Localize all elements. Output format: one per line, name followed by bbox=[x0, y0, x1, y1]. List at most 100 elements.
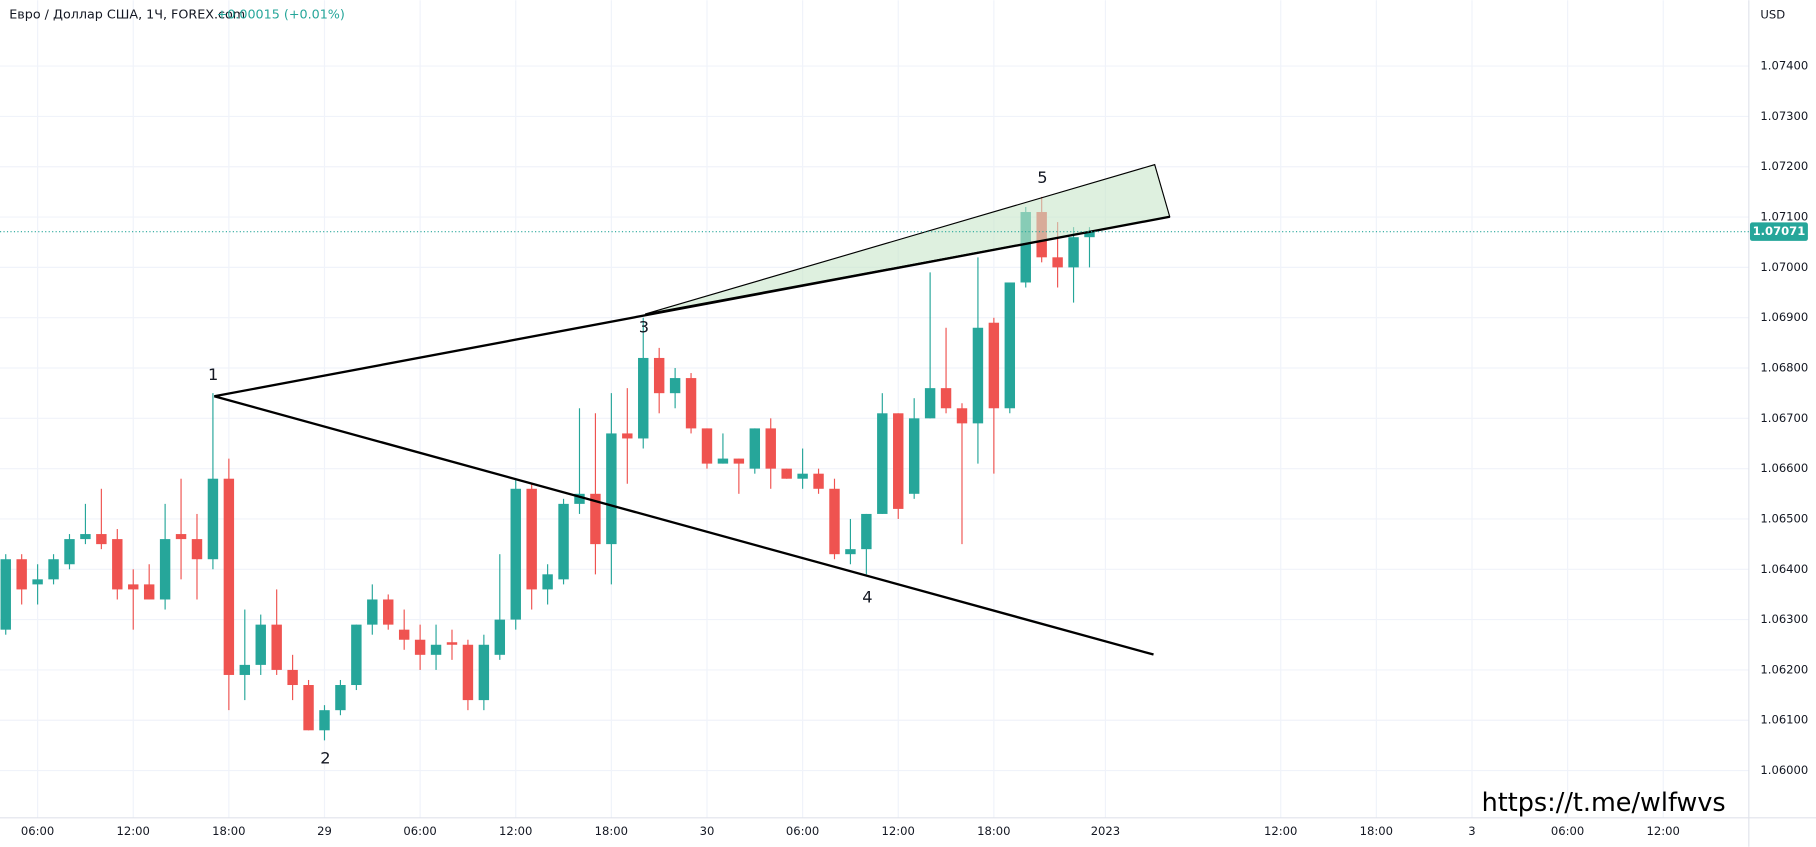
candle-body bbox=[191, 539, 203, 560]
y-tick-label: 1.06800 bbox=[1760, 361, 1808, 375]
y-tick-label: 1.06900 bbox=[1760, 310, 1808, 324]
candle-body bbox=[303, 685, 314, 731]
candle-body bbox=[845, 549, 856, 555]
candle-body bbox=[749, 428, 761, 469]
x-tick-label: 29 bbox=[317, 824, 332, 838]
candle-body bbox=[239, 664, 251, 675]
candle-body bbox=[414, 639, 426, 655]
candle-body bbox=[972, 327, 984, 424]
candle-body bbox=[462, 644, 474, 701]
y-tick-label: 1.07300 bbox=[1760, 109, 1808, 123]
x-tick-label: 3 bbox=[1468, 824, 1475, 838]
last-price-label: 1.07071 bbox=[1753, 224, 1806, 238]
x-tick-label: 12:00 bbox=[499, 824, 532, 838]
candle-body bbox=[143, 584, 155, 600]
candle-body bbox=[223, 478, 235, 675]
candle-body bbox=[383, 599, 394, 625]
candle-body bbox=[829, 488, 840, 555]
wave-label: 5 bbox=[1037, 168, 1047, 187]
candle-body bbox=[255, 624, 266, 665]
x-tick-label: 12:00 bbox=[117, 824, 150, 838]
candle-body bbox=[893, 413, 904, 509]
x-tick-label: 2023 bbox=[1091, 824, 1120, 838]
candle-body bbox=[685, 378, 697, 429]
candle-body bbox=[1052, 257, 1063, 268]
candle-body bbox=[494, 619, 506, 655]
candle-body bbox=[653, 357, 665, 394]
candle-body bbox=[988, 322, 1000, 409]
wave-label: 4 bbox=[862, 587, 872, 606]
candle-body bbox=[48, 559, 59, 580]
x-tick-label: 06:00 bbox=[21, 824, 54, 838]
candle-body bbox=[733, 458, 745, 464]
x-tick-label: 30 bbox=[700, 824, 715, 838]
candle-body bbox=[781, 468, 792, 479]
price-change: +0.00015 (+0.01%) bbox=[217, 8, 345, 23]
x-tick-label: 06:00 bbox=[786, 824, 819, 838]
candle-body bbox=[1004, 282, 1016, 409]
candle-body bbox=[16, 559, 27, 590]
candle-body bbox=[510, 488, 521, 620]
y-tick-label: 1.07000 bbox=[1760, 260, 1808, 274]
x-tick-label: 12:00 bbox=[882, 824, 915, 838]
axes: 1.06000 1.06100 1.06200 1.06300 1.06400 1.065… bbox=[0, 59, 1808, 838]
candle-body bbox=[271, 624, 282, 670]
candle-body bbox=[351, 624, 362, 686]
wave-label: 3 bbox=[639, 317, 649, 336]
candle-body bbox=[526, 488, 537, 590]
wave-label: 2 bbox=[320, 748, 330, 767]
candle-body bbox=[861, 513, 872, 550]
lower-trendline bbox=[213, 395, 1154, 656]
candle-body bbox=[574, 493, 585, 504]
y-tick-label: 1.06100 bbox=[1760, 713, 1808, 727]
x-tick-label: 18:00 bbox=[977, 824, 1010, 838]
x-tick-label: 06:00 bbox=[1551, 824, 1584, 838]
candle-body bbox=[622, 433, 633, 439]
candle-body bbox=[877, 413, 888, 514]
candle-body bbox=[112, 539, 123, 590]
candle-body bbox=[638, 357, 649, 439]
candle-body bbox=[606, 433, 617, 545]
x-tick-label: 06:00 bbox=[403, 824, 436, 838]
x-tick-label: 18:00 bbox=[595, 824, 628, 838]
candle-body bbox=[1020, 212, 1031, 283]
candle-body bbox=[924, 388, 936, 419]
candle-body bbox=[96, 534, 107, 545]
candle-body bbox=[430, 644, 442, 655]
candle-body bbox=[717, 458, 729, 464]
candle-body bbox=[558, 503, 569, 580]
drawings: 1 2 3 4 5 bbox=[208, 163, 1171, 767]
candle-body bbox=[797, 473, 808, 479]
x-tick-label: 18:00 bbox=[1360, 824, 1393, 838]
y-tick-label: 1.06500 bbox=[1760, 511, 1808, 525]
candle-body bbox=[398, 629, 410, 640]
x-tick-label: 12:00 bbox=[1647, 824, 1680, 838]
y-tick-label: 1.07400 bbox=[1760, 59, 1808, 73]
y-tick-label: 1.06700 bbox=[1760, 411, 1808, 425]
candles bbox=[0, 196, 1095, 741]
last-price-box bbox=[1749, 222, 1808, 241]
candle-body bbox=[319, 710, 330, 731]
candle-body bbox=[1068, 237, 1079, 268]
candle-body bbox=[478, 644, 490, 701]
candle-body bbox=[32, 579, 43, 585]
candle-body bbox=[335, 685, 346, 711]
y-tick-label: 1.06000 bbox=[1760, 763, 1808, 777]
candle-body bbox=[956, 408, 968, 424]
chart-title: Евро / Доллар США, 1Ч, FOREX.com bbox=[9, 8, 245, 23]
candle-body bbox=[159, 539, 171, 600]
candle-body bbox=[940, 388, 952, 409]
candle-body bbox=[0, 559, 11, 630]
currency: USD bbox=[1760, 8, 1785, 22]
y-tick-label: 1.06300 bbox=[1760, 612, 1808, 626]
wave-label: 1 bbox=[208, 365, 218, 384]
candle-body bbox=[765, 428, 776, 469]
candle-body bbox=[669, 378, 681, 394]
candle-body bbox=[128, 584, 139, 590]
candle-body bbox=[542, 574, 553, 590]
candle-body bbox=[590, 493, 601, 545]
candle-body bbox=[367, 599, 378, 625]
upper-trendline bbox=[214, 215, 1170, 398]
candle-body bbox=[64, 539, 75, 565]
